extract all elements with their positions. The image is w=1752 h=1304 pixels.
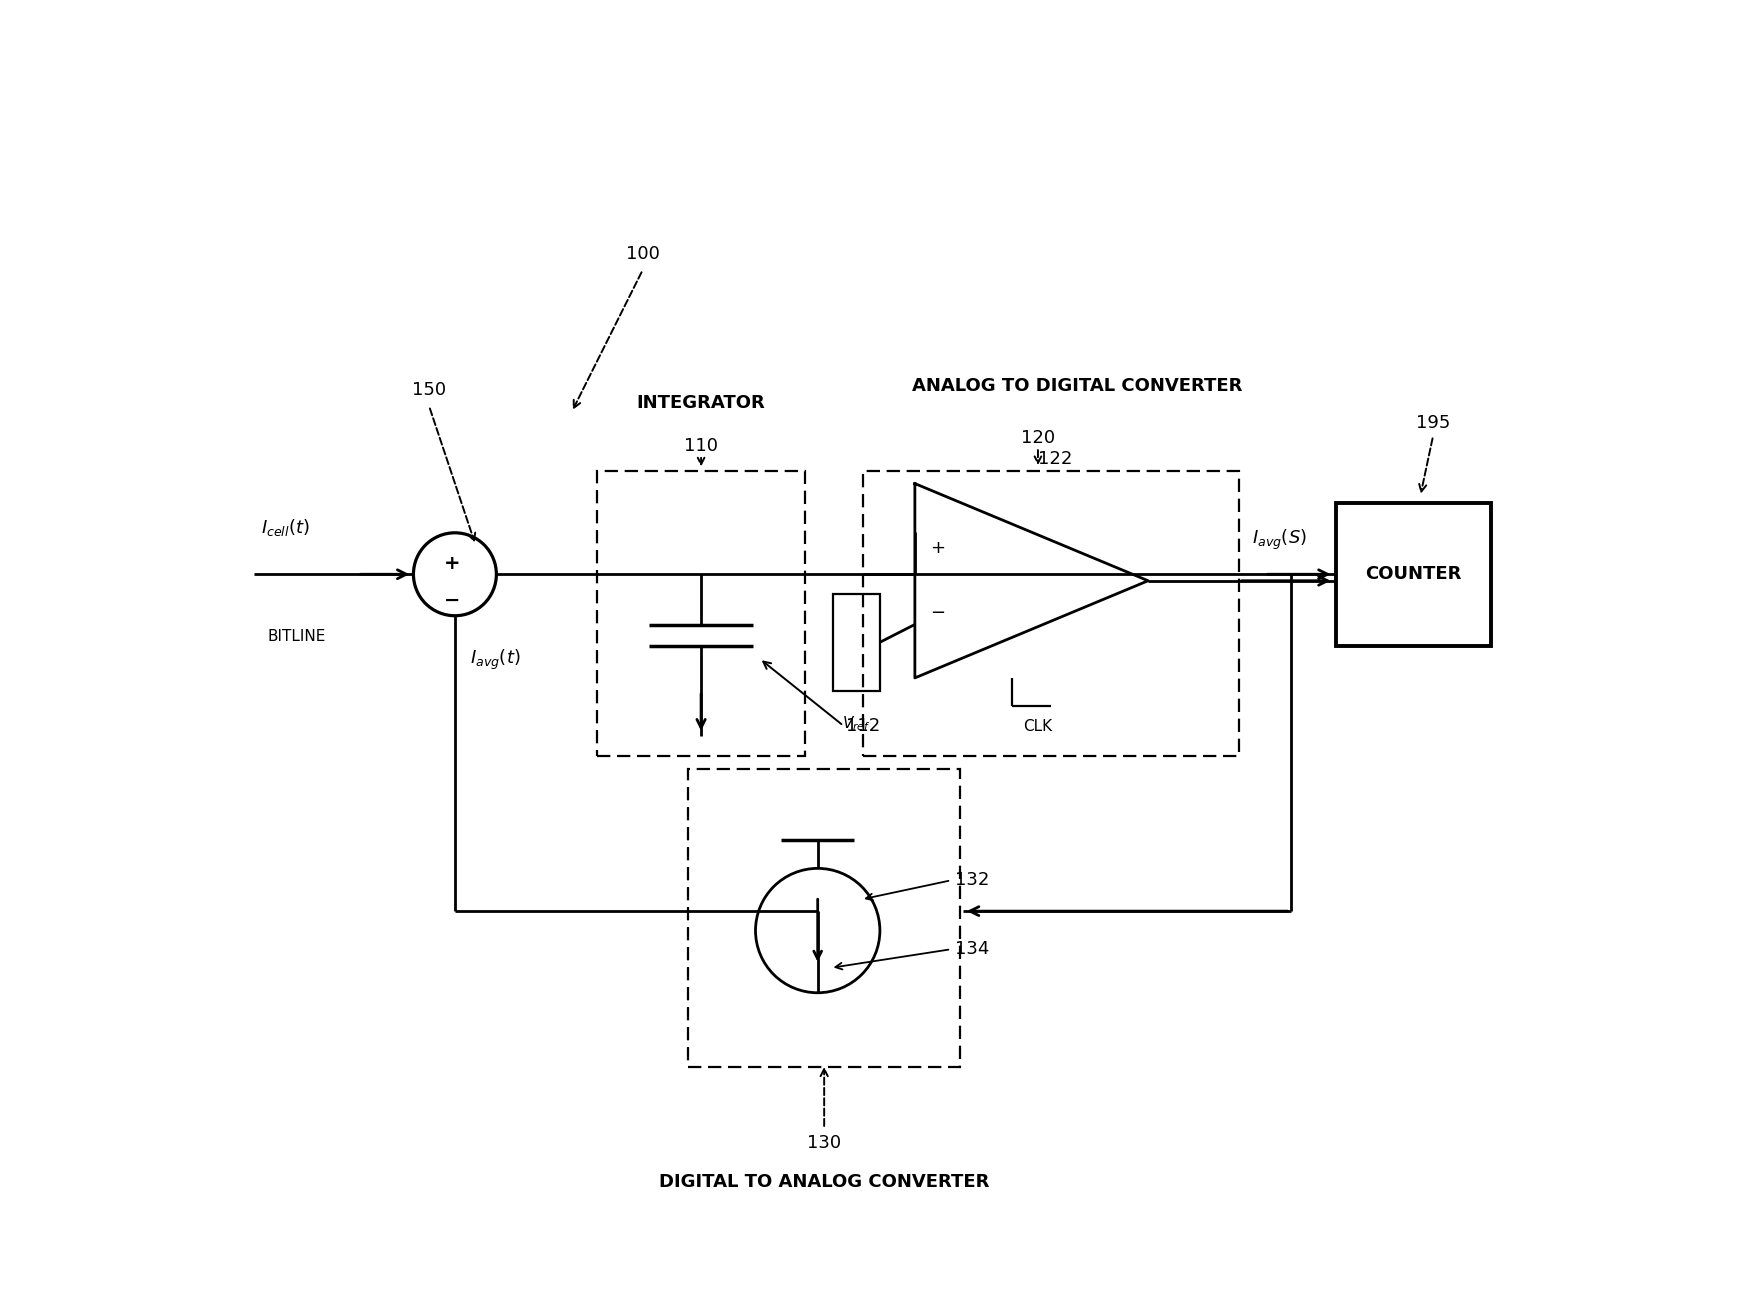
Text: +: + bbox=[443, 554, 461, 574]
Text: 134: 134 bbox=[955, 940, 990, 958]
Text: 120: 120 bbox=[1021, 429, 1055, 447]
Text: BITLINE: BITLINE bbox=[266, 629, 326, 644]
Text: DIGITAL TO ANALOG CONVERTER: DIGITAL TO ANALOG CONVERTER bbox=[659, 1172, 990, 1191]
Text: $I_{avg}(S)$: $I_{avg}(S)$ bbox=[1251, 528, 1307, 552]
Text: +: + bbox=[930, 540, 946, 557]
Text: 110: 110 bbox=[683, 437, 718, 455]
Text: INTEGRATOR: INTEGRATOR bbox=[636, 394, 766, 412]
Text: 100: 100 bbox=[625, 245, 661, 263]
Text: 132: 132 bbox=[955, 871, 990, 889]
Text: $V_{ref}$: $V_{ref}$ bbox=[843, 715, 871, 733]
Text: $I_{avg}(t)$: $I_{avg}(t)$ bbox=[471, 648, 520, 673]
Text: −: − bbox=[443, 591, 461, 610]
Text: 195: 195 bbox=[1416, 413, 1451, 432]
Text: ANALOG TO DIGITAL CONVERTER: ANALOG TO DIGITAL CONVERTER bbox=[911, 377, 1242, 395]
Text: 122: 122 bbox=[1037, 450, 1072, 468]
Text: 130: 130 bbox=[808, 1134, 841, 1151]
Text: −: − bbox=[930, 604, 946, 622]
Bar bbox=[834, 593, 880, 691]
Text: CLK: CLK bbox=[1023, 720, 1053, 734]
Text: 112: 112 bbox=[846, 717, 881, 735]
Text: $I_{cell}(t)$: $I_{cell}(t)$ bbox=[261, 516, 310, 539]
Text: COUNTER: COUNTER bbox=[1365, 565, 1461, 583]
Text: 150: 150 bbox=[412, 381, 447, 399]
